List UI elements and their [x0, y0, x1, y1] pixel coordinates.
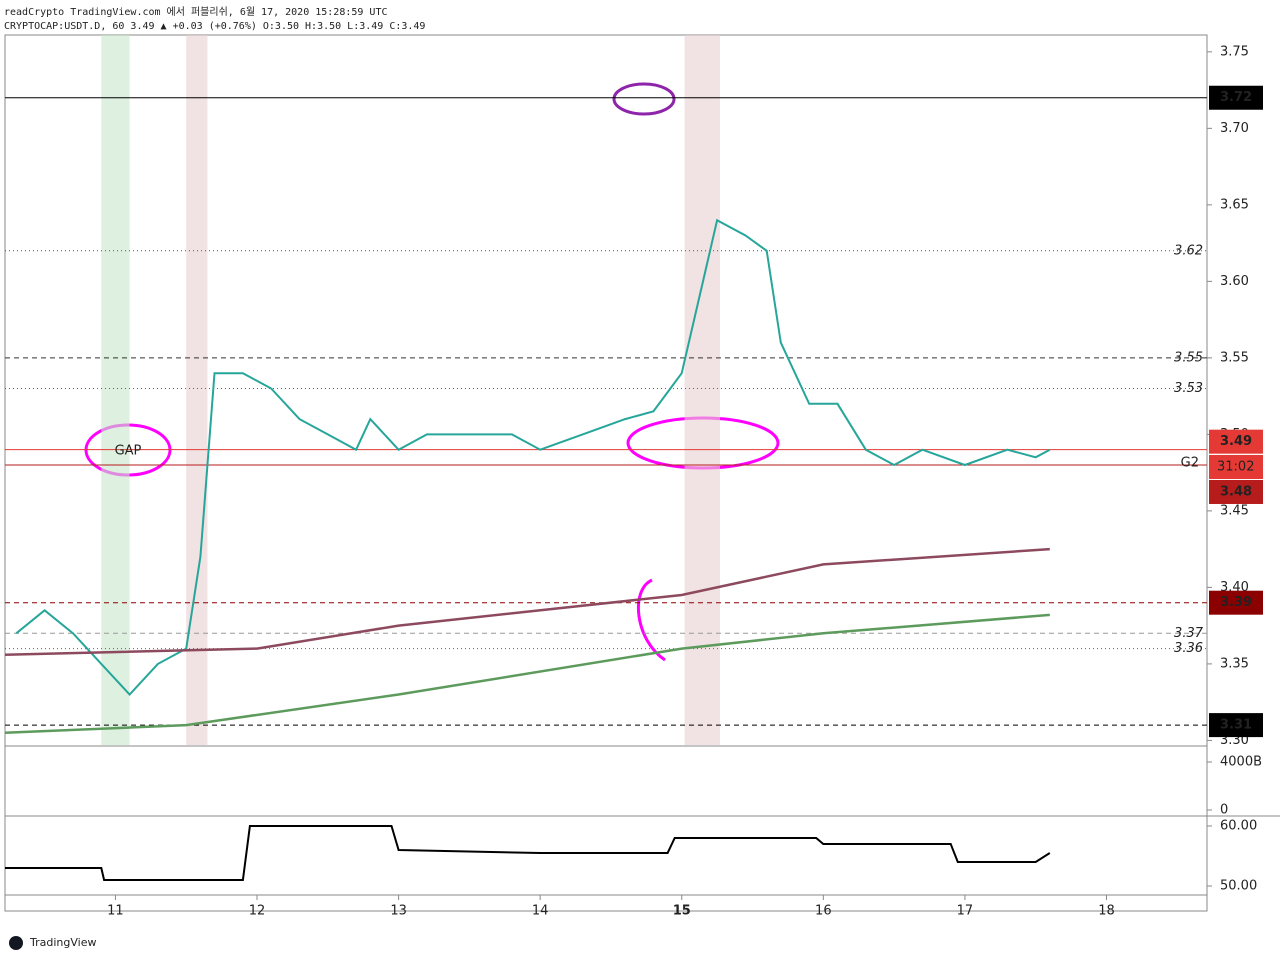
- brand: TradingView: [29, 936, 96, 949]
- level-box: [1209, 429, 1263, 454]
- level-box: [1209, 85, 1263, 110]
- circle-mark: [612, 82, 676, 116]
- x-tick-label: 16: [815, 904, 832, 919]
- level-label: 3.49: [1220, 434, 1252, 449]
- y-tick-label: 3.45: [1220, 503, 1249, 518]
- level-label: 3.37: [1174, 626, 1204, 641]
- x-tick-label: 11: [107, 904, 124, 919]
- y-tick-label: 50.00: [1220, 878, 1257, 893]
- countdown-box: [1209, 454, 1263, 479]
- logo: [9, 936, 23, 950]
- countdown: 31:02: [1217, 459, 1254, 474]
- level-box: [1209, 479, 1263, 504]
- y-tick-label: 3.55: [1220, 350, 1249, 365]
- series-line: [4, 547, 1050, 656]
- y-tick-label: 3.65: [1220, 197, 1249, 212]
- level-box: [1209, 590, 1263, 615]
- y-tick-label: 3.70: [1220, 121, 1249, 136]
- highlight-band: [186, 35, 208, 745]
- x-tick-label: 12: [249, 904, 266, 919]
- level-label: 3.36: [1174, 641, 1203, 656]
- x-tick-label: 18: [1098, 904, 1115, 919]
- level-label: 3.53: [1174, 381, 1203, 396]
- y-tick-label: 0: [1220, 802, 1228, 817]
- y-tick-label: 3.75: [1220, 44, 1249, 59]
- level-box: [1209, 713, 1263, 738]
- pen-mark: [637, 578, 666, 662]
- publisher: readCrypto TradingView.com 에서 퍼블리쉬, 6월 1…: [4, 6, 388, 18]
- y-tick-label: 3.60: [1220, 274, 1249, 289]
- highlight-band: [101, 35, 130, 745]
- y-tick-label: 4000B: [1220, 755, 1262, 770]
- grid-label: G2: [1181, 455, 1199, 470]
- level-label: 3.48: [1220, 484, 1252, 499]
- level-label: 3.62: [1174, 243, 1203, 258]
- x-tick-label: 15: [673, 904, 691, 919]
- gap-label: GAP: [115, 444, 142, 459]
- level-label: 3.39: [1220, 595, 1252, 610]
- x-tick-label: 14: [532, 904, 549, 919]
- frame: [4, 34, 1208, 912]
- level-label: 3.31: [1220, 718, 1252, 733]
- x-tick-label: 13: [390, 904, 407, 919]
- level-label: 3.72: [1220, 90, 1252, 105]
- level-label: 3.55: [1174, 350, 1203, 365]
- x-tick-label: 17: [957, 904, 974, 919]
- series-line: [5, 825, 1051, 881]
- series-line: [4, 613, 1050, 735]
- y-tick-label: 3.35: [1220, 656, 1249, 671]
- symbol-line: CRYPTOCAP:USDT.D, 60 3.49 ▲ +0.03 (+0.76…: [4, 21, 425, 32]
- y-tick-label: 60.00: [1220, 818, 1257, 833]
- highlight-band: [684, 35, 720, 745]
- series-line: [15, 218, 1051, 696]
